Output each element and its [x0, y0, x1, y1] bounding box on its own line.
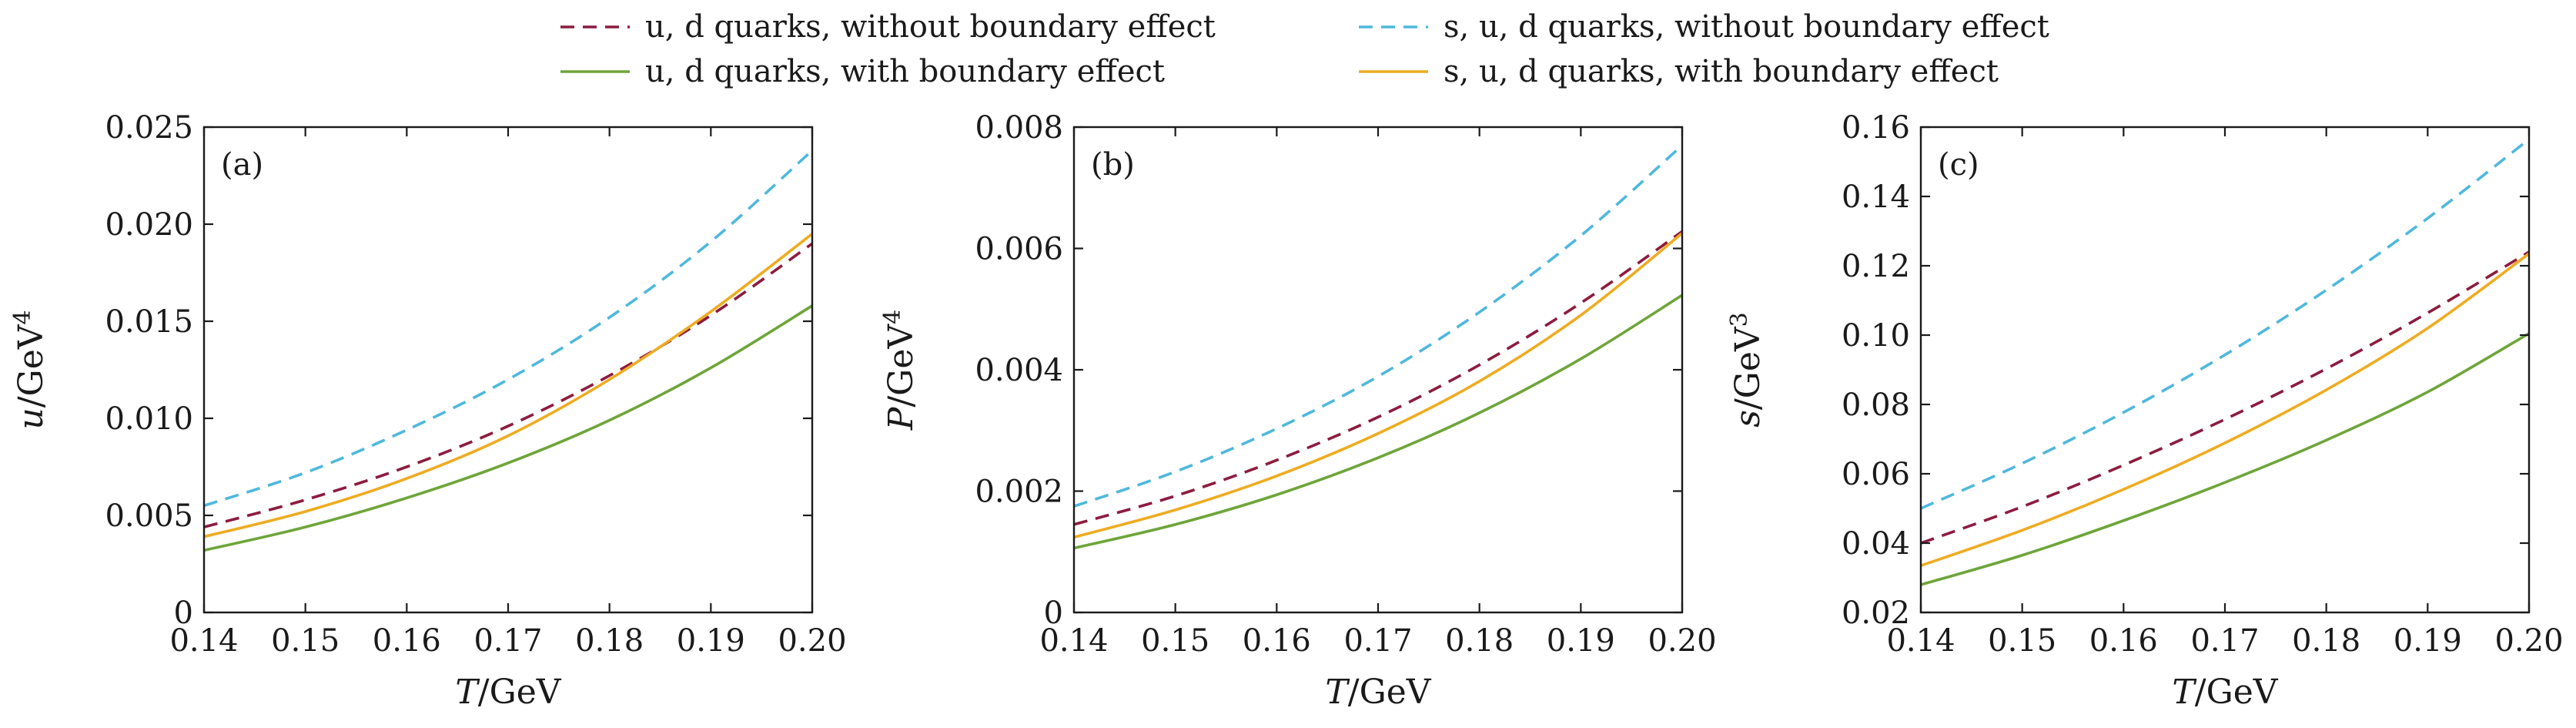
- y-tick-label: 0.04: [1842, 526, 1910, 562]
- y-axis-unit: /GeV: [882, 324, 921, 408]
- series-line: [1921, 332, 2529, 586]
- series-line: [1074, 144, 1682, 508]
- y-tick-label: 0.14: [1842, 179, 1910, 215]
- panel-1: 0.14 0.15 0.16 0.17 0.18 0.19 0.20 0 0.002 0.004 0…: [879, 110, 1717, 712]
- x-tick-label: 0.14: [1039, 623, 1108, 659]
- y-tick-label: 0.12: [1842, 249, 1910, 284]
- y-axis-exponent: 3: [1726, 312, 1753, 327]
- panels: 0.14 0.15 0.16 0.17 0.18 0.19 0.20 0 0.005 0.010 0…: [9, 110, 2564, 712]
- series-line: [1921, 250, 2529, 545]
- x-tick-label: 0.16: [2089, 623, 2158, 659]
- x-tick-label: 0.19: [677, 623, 745, 659]
- x-tick-label: 0.16: [1243, 623, 1311, 659]
- y-axis-variable: u: [12, 408, 51, 429]
- series-line: [204, 233, 812, 538]
- y-tick-label: 0.006: [975, 232, 1063, 267]
- x-tick-label: 0.16: [373, 623, 441, 659]
- y-axis-variable: P: [882, 406, 921, 431]
- legend-label: u, d quarks, without boundary effect: [645, 9, 1216, 45]
- x-tick-label: 0.18: [1445, 623, 1514, 659]
- x-tick-label: 0.17: [2190, 623, 2259, 659]
- x-axis-title: T/GeV: [455, 673, 561, 712]
- y-axis-title: u/GeV4: [9, 310, 51, 429]
- x-tick-label: 0.20: [2494, 623, 2563, 659]
- y-axis-title: P/GeV4: [879, 310, 921, 431]
- x-tick-label: 0.20: [1648, 623, 1716, 659]
- y-tick-label: 0.015: [105, 304, 193, 340]
- x-axis-title: T/GeV: [1325, 673, 1431, 712]
- y-tick-label: 0.025: [105, 110, 193, 146]
- y-axis-unit: /GeV: [12, 324, 51, 408]
- series-line: [204, 304, 812, 552]
- series-line: [1074, 232, 1682, 539]
- y-axis-exponent: 4: [9, 310, 36, 324]
- x-axis-unit: /GeV: [2195, 673, 2279, 712]
- legend-item: u, d quarks, with boundary effect: [560, 54, 1165, 89]
- series-line: [1074, 230, 1682, 526]
- x-tick-label: 0.18: [2292, 623, 2360, 659]
- legend-item: s, u, d quarks, without boundary effect: [1359, 9, 2049, 45]
- x-axis-variable: T: [1325, 673, 1350, 712]
- x-tick-label: 0.19: [2394, 623, 2462, 659]
- x-tick-label: 0.17: [1343, 623, 1412, 659]
- x-tick-label: 0.20: [778, 623, 846, 659]
- y-axis-unit: /GeV: [1728, 326, 1768, 410]
- panel-label: (c): [1938, 147, 1979, 183]
- plot-frame: [202, 126, 814, 614]
- y-tick-label: 0.002: [975, 475, 1063, 510]
- x-tick-label: 0.14: [1886, 623, 1955, 659]
- y-tick-label: 0: [1044, 595, 1063, 631]
- x-tick-label: 0.14: [169, 623, 238, 659]
- legend-label: u, d quarks, with boundary effect: [645, 54, 1165, 89]
- x-axis-unit: /GeV: [1348, 673, 1432, 712]
- y-tick-label: 0.005: [105, 498, 193, 534]
- legend-item: u, d quarks, without boundary effect: [560, 9, 1216, 45]
- x-axis-unit: /GeV: [478, 673, 562, 712]
- series-line: [1921, 252, 2529, 567]
- panel-label: (a): [221, 147, 263, 183]
- y-tick-label: 0.010: [105, 401, 193, 437]
- x-tick-label: 0.17: [473, 623, 542, 659]
- plot-frame: [1072, 126, 1684, 614]
- legend-label: s, u, d quarks, with boundary effect: [1444, 54, 1999, 89]
- legend-item: s, u, d quarks, with boundary effect: [1359, 54, 1999, 89]
- y-tick-label: 0.08: [1842, 387, 1910, 423]
- x-axis-variable: T: [2172, 673, 2197, 712]
- series-line: [204, 149, 812, 508]
- plot-frame: [1919, 126, 2531, 614]
- y-tick-label: 0.16: [1842, 110, 1910, 146]
- panel-2: 0.14 0.15 0.16 0.17 0.18 0.19 0.20 0.02 0.04 0.06…: [1726, 110, 2564, 712]
- legend: u, d quarks, without boundary effect s, u…: [560, 9, 2049, 89]
- y-tick-label: 0.06: [1842, 457, 1910, 492]
- x-tick-label: 0.15: [1988, 623, 2056, 659]
- x-tick-label: 0.19: [1547, 623, 1615, 659]
- y-axis-title: s/GeV3: [1726, 312, 1768, 427]
- series-line: [1074, 294, 1682, 550]
- x-axis-title: T/GeV: [2172, 673, 2278, 712]
- y-tick-label: 0.004: [975, 353, 1063, 388]
- panel-label: (b): [1091, 147, 1135, 183]
- x-axis-variable: T: [455, 673, 480, 712]
- y-tick-label: 0.02: [1842, 595, 1910, 631]
- x-tick-label: 0.15: [271, 623, 340, 659]
- series-line: [204, 242, 812, 528]
- y-axis-variable: s: [1728, 410, 1768, 428]
- y-tick-label: 0.020: [105, 207, 193, 243]
- y-tick-label: 0: [174, 595, 193, 631]
- x-tick-label: 0.18: [575, 623, 644, 659]
- panel-0: 0.14 0.15 0.16 0.17 0.18 0.19 0.20 0 0.005 0.010 0…: [9, 110, 847, 712]
- series-line: [1921, 138, 2529, 510]
- x-tick-label: 0.15: [1141, 623, 1209, 659]
- y-tick-label: 0.008: [975, 110, 1063, 146]
- y-tick-label: 0.10: [1842, 318, 1910, 354]
- legend-label: s, u, d quarks, without boundary effect: [1444, 9, 2049, 45]
- y-axis-exponent: 4: [879, 310, 906, 324]
